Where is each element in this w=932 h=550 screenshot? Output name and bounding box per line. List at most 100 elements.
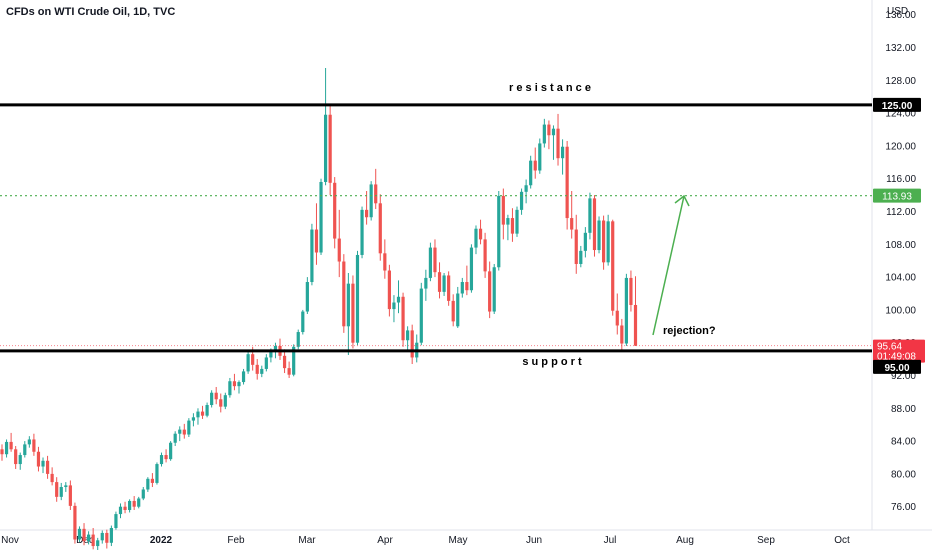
candle-body <box>510 218 515 234</box>
candle-body <box>465 282 469 291</box>
candle-body <box>346 283 350 327</box>
support-price-badge <box>873 359 921 374</box>
candle-body <box>629 277 633 305</box>
y-tick-label: 104.00 <box>885 273 916 284</box>
candle-body <box>232 381 237 387</box>
candle-body <box>237 382 241 387</box>
y-tick-label: 120.00 <box>885 141 916 152</box>
candle-body <box>387 270 391 310</box>
x-tick-label: Mar <box>298 535 316 546</box>
candle-body <box>328 114 332 183</box>
candle-body <box>187 420 191 435</box>
y-tick-label: 84.00 <box>891 437 916 448</box>
candle-body <box>501 195 505 225</box>
candle-body <box>50 473 54 483</box>
candle-body <box>173 433 177 443</box>
candle-body <box>419 288 423 343</box>
candle-body <box>601 220 606 263</box>
target-arrow <box>652 195 685 336</box>
candle-body <box>246 354 250 372</box>
candle-body <box>155 464 159 483</box>
target-price-label: 113.93 <box>882 192 912 203</box>
candle-body <box>91 534 95 547</box>
candle-body <box>273 345 278 352</box>
candle-body <box>9 441 13 450</box>
candle-body <box>396 296 401 303</box>
candle-body <box>342 261 346 327</box>
candle-body <box>4 441 9 455</box>
candle-body <box>333 182 337 239</box>
chart-title: CFDs on WTI Crude Oil, 1D, TVC <box>6 6 176 18</box>
candle-body <box>27 439 31 445</box>
resistance-annotation: r e s i s t a n c e <box>509 82 591 94</box>
candle-body <box>519 191 524 210</box>
candle-body <box>32 439 36 452</box>
candle-body <box>55 482 59 497</box>
x-tick-label: Aug <box>676 535 694 546</box>
y-tick-label: 88.00 <box>891 404 916 415</box>
currency-label: USD <box>887 6 908 17</box>
candle-body <box>109 528 113 543</box>
candle-body <box>560 146 565 159</box>
candle-body <box>18 455 22 465</box>
candle-body <box>447 275 451 301</box>
y-tick-label: 116.00 <box>886 174 916 185</box>
candle-body <box>474 228 478 248</box>
y-tick-label: 136.00 <box>885 10 916 21</box>
candle-body <box>351 283 355 343</box>
candle-body <box>82 528 86 542</box>
candle-body <box>319 181 323 253</box>
candle-body <box>59 487 63 497</box>
support-price-label: 95.00 <box>884 363 909 374</box>
candle-body <box>624 277 628 344</box>
y-tick-label: 124.00 <box>885 109 916 120</box>
candle-body <box>86 534 91 542</box>
candle-body <box>132 500 136 507</box>
candle-body <box>96 540 100 547</box>
y-tick-label: 132.00 <box>885 43 916 54</box>
candle-body <box>460 282 464 294</box>
candle-body <box>23 444 27 456</box>
candle-body <box>437 272 442 292</box>
candle-body <box>497 195 501 268</box>
candle-body <box>588 198 592 233</box>
y-tick-label: 108.00 <box>885 240 916 251</box>
candle-body <box>282 355 287 369</box>
x-tick-label: 2022 <box>150 535 173 546</box>
x-tick-label: Sep <box>757 535 775 546</box>
candle-body <box>538 143 542 171</box>
candle-body <box>565 146 569 219</box>
candle-body <box>456 293 460 327</box>
candle-body <box>374 184 378 204</box>
candle-body <box>228 381 232 396</box>
candle-body <box>611 221 615 311</box>
candle-body <box>301 311 305 333</box>
candle-body <box>488 271 492 312</box>
candle-body <box>570 218 574 230</box>
candle-body <box>365 209 369 218</box>
candle-body <box>592 198 597 251</box>
candle-body <box>114 514 118 529</box>
candle-body <box>150 478 154 483</box>
x-tick-label: Jun <box>526 535 542 546</box>
candle-body <box>223 395 227 407</box>
candle-body <box>214 392 218 400</box>
candle-body <box>251 354 255 365</box>
candle-body <box>633 304 638 346</box>
candle-body <box>105 532 109 543</box>
candle-body <box>451 300 455 322</box>
candle-body <box>524 185 528 192</box>
candle-body <box>164 455 168 460</box>
candle-body <box>355 254 360 343</box>
candle-body <box>68 485 72 506</box>
candle-body <box>314 229 319 253</box>
candle-body <box>547 124 551 136</box>
candle-body <box>597 220 601 251</box>
candle-body <box>292 346 296 375</box>
candle-body <box>146 478 150 490</box>
candle-body <box>0 449 4 455</box>
candle-body <box>260 368 264 374</box>
candle-body <box>64 485 68 488</box>
candle-body <box>369 184 373 218</box>
